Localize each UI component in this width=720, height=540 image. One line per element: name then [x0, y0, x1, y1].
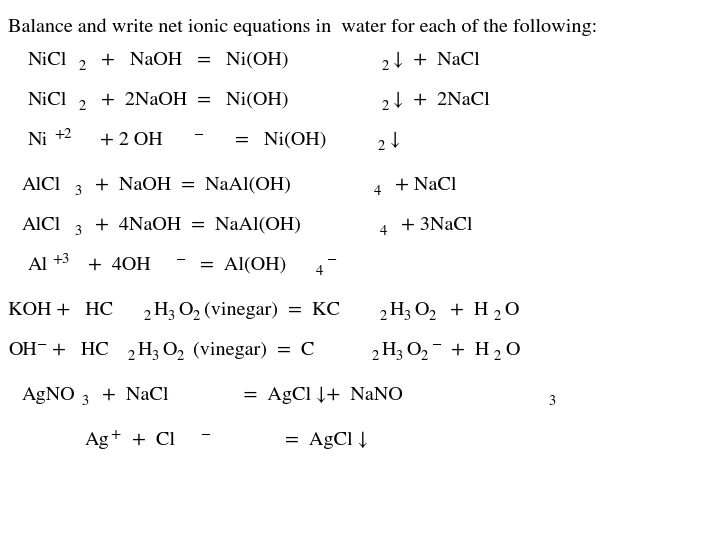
Text: (vinegar)  =  C: (vinegar) = C — [188, 342, 315, 359]
Text: +  4OH: + 4OH — [78, 257, 150, 274]
Text: 2: 2 — [494, 349, 501, 363]
Text: +  H: + H — [441, 342, 490, 359]
Text: Al: Al — [28, 257, 48, 274]
Text: +   NaOH   =   Ni(OH): + NaOH = Ni(OH) — [91, 52, 289, 69]
Text: NiCl: NiCl — [28, 52, 68, 69]
Text: (vinegar)  =  KC: (vinegar) = KC — [204, 302, 340, 319]
Text: H: H — [390, 302, 405, 319]
Text: Ni: Ni — [28, 132, 48, 149]
Text: −: − — [431, 338, 441, 351]
Text: 3: 3 — [403, 309, 410, 323]
Text: +  2NaOH  =   Ni(OH): + 2NaOH = Ni(OH) — [91, 92, 289, 109]
Text: 3: 3 — [548, 395, 555, 408]
Text: 2: 2 — [378, 140, 385, 153]
Text: +  4NaOH  =  NaAl(OH): + 4NaOH = NaAl(OH) — [85, 217, 301, 234]
Text: 3: 3 — [151, 349, 158, 363]
Text: +   HC: + HC — [47, 342, 109, 359]
Text: O: O — [414, 302, 428, 319]
Text: H: H — [154, 302, 168, 319]
Text: O: O — [178, 302, 192, 319]
Text: O: O — [162, 342, 176, 359]
Text: O: O — [504, 302, 518, 319]
Text: 3: 3 — [395, 349, 402, 363]
Text: + NaCl: + NaCl — [385, 177, 456, 194]
Text: 2: 2 — [177, 349, 184, 363]
Text: AlCl: AlCl — [22, 217, 61, 234]
Text: H: H — [382, 342, 397, 359]
Text: 4: 4 — [316, 265, 323, 278]
Text: 3: 3 — [74, 225, 81, 238]
Text: −: − — [36, 338, 46, 351]
Text: +  H: + H — [440, 302, 488, 319]
Text: +  NaCl               =  AgCl ↓+  NaNO: + NaCl = AgCl ↓+ NaNO — [92, 387, 402, 404]
Text: −: − — [193, 127, 203, 141]
Text: KOH +   HC: KOH + HC — [8, 302, 113, 319]
Text: O: O — [406, 342, 420, 359]
Text: =  Al(OH): = Al(OH) — [185, 257, 287, 274]
Text: 4: 4 — [374, 185, 382, 198]
Text: + 2 OH: + 2 OH — [80, 132, 163, 149]
Text: =   Ni(OH): = Ni(OH) — [205, 132, 326, 149]
Text: −: − — [326, 253, 336, 266]
Text: 2: 2 — [421, 349, 428, 363]
Text: 2: 2 — [380, 309, 387, 323]
Text: H: H — [138, 342, 153, 359]
Text: ↓: ↓ — [390, 132, 400, 149]
Text: ↓  +  NaCl: ↓ + NaCl — [393, 52, 480, 69]
Text: −: − — [200, 428, 210, 441]
Text: 2: 2 — [382, 99, 390, 113]
Text: ↓  +  2NaCl: ↓ + 2NaCl — [393, 92, 490, 109]
Text: 2: 2 — [429, 309, 436, 323]
Text: 2: 2 — [382, 59, 390, 73]
Text: 2: 2 — [372, 349, 379, 363]
Text: +  NaOH  =  NaAl(OH): + NaOH = NaAl(OH) — [85, 177, 291, 194]
Text: Balance and write net ionic equations in  water for each of the following:: Balance and write net ionic equations in… — [8, 18, 598, 36]
Text: +3: +3 — [52, 253, 69, 266]
Text: +2: +2 — [54, 127, 71, 141]
Text: 3: 3 — [74, 185, 81, 198]
Text: OH: OH — [8, 342, 37, 359]
Text: 2: 2 — [193, 309, 200, 323]
Text: +  Cl: + Cl — [122, 432, 175, 449]
Text: AlCl: AlCl — [22, 177, 61, 194]
Text: −: − — [175, 253, 185, 266]
Text: =  AgCl ↓: = AgCl ↓ — [210, 432, 368, 449]
Text: O: O — [505, 342, 519, 359]
Text: +: + — [110, 428, 120, 441]
Text: 2: 2 — [79, 99, 86, 113]
Text: 3: 3 — [167, 309, 174, 323]
Text: AgNO: AgNO — [22, 387, 76, 404]
Text: 2: 2 — [79, 59, 86, 73]
Text: 4: 4 — [380, 225, 387, 238]
Text: + 3NaCl: + 3NaCl — [391, 217, 472, 234]
Text: 2: 2 — [494, 309, 501, 323]
Text: 3: 3 — [81, 395, 89, 408]
Text: 2: 2 — [144, 309, 151, 323]
Text: 2: 2 — [128, 349, 135, 363]
Text: Ag: Ag — [85, 432, 109, 449]
Text: NiCl: NiCl — [28, 92, 68, 109]
